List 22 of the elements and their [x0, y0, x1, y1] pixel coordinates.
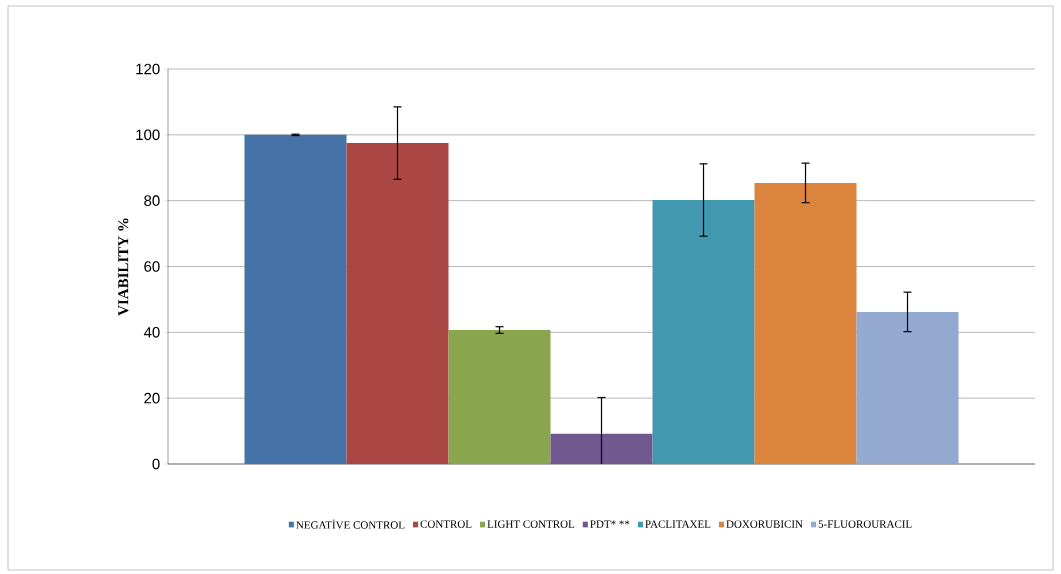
bar: [244, 134, 347, 464]
y-tick-label: 40: [143, 327, 160, 338]
bar: [346, 143, 449, 464]
y-tick-label: 120: [136, 63, 160, 75]
legend-label: CONTROL: [420, 520, 472, 528]
y-tick-label: 60: [144, 261, 160, 272]
bar: [550, 433, 653, 464]
y-tick-label: 100: [136, 129, 160, 141]
bar: [652, 200, 755, 464]
bar: [856, 311, 959, 464]
legend-label: NEGATİVE CONTROL: [296, 519, 405, 529]
legend-label: PACLITAXEL: [645, 520, 711, 528]
bar: [754, 182, 857, 464]
y-tick-label: 80: [144, 195, 160, 206]
legend-label: DOXORUBICIN: [726, 520, 803, 528]
legend-label: PDT* **: [590, 520, 630, 528]
legend-label: LIGHT CONTROL: [487, 520, 575, 528]
y-tick-label: 20: [144, 392, 160, 404]
y-axis-title: VIABILITY %: [118, 218, 129, 316]
y-tick-label: 0: [152, 458, 160, 470]
bar: [448, 330, 551, 464]
legend-label: 5-FLUOROURACIL: [818, 520, 912, 528]
